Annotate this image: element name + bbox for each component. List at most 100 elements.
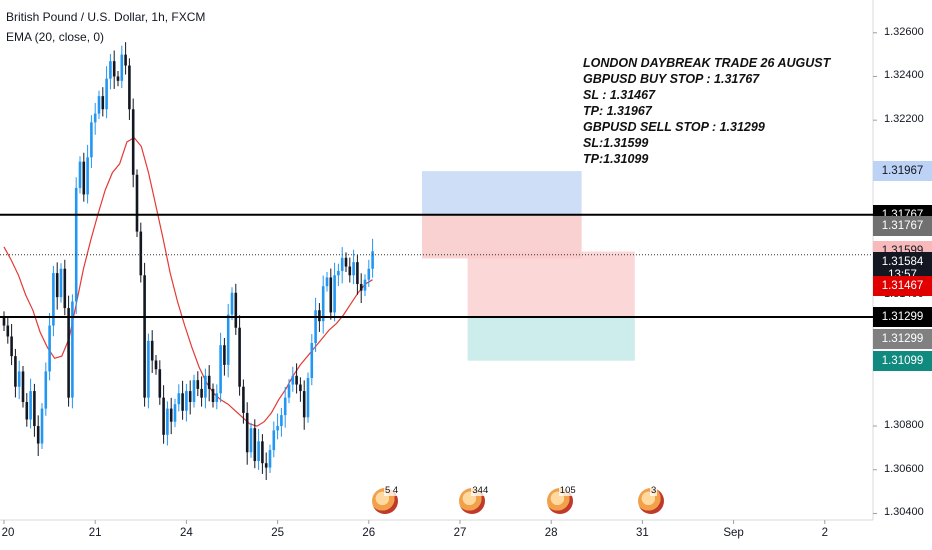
candle-body (120, 54, 124, 81)
buy-target-zone (422, 171, 582, 215)
candle-body (242, 386, 245, 413)
candle-body (299, 384, 302, 392)
candle-body (283, 397, 287, 416)
price-tag: 1.31299 (873, 307, 932, 328)
candle-body (86, 157, 89, 195)
candle-body (321, 286, 325, 322)
candle-body (135, 174, 139, 232)
event-marker[interactable]: 344 (457, 485, 490, 514)
candle-body (150, 340, 154, 361)
note-line: SL:1.31599 (583, 136, 649, 150)
candle-body (356, 262, 359, 285)
buy-stop-zone (422, 214, 582, 259)
ema-path (3, 136, 373, 427)
candle-body (21, 371, 25, 403)
candle-body (82, 161, 86, 195)
candle-body (147, 340, 150, 398)
candle-body (173, 404, 177, 422)
candle-body (143, 275, 146, 398)
candle-body (181, 393, 184, 411)
note-line: TP: 1.31967 (583, 104, 652, 118)
candle-body (162, 397, 165, 435)
candle-body (74, 187, 78, 302)
event-count: 105 (558, 485, 577, 496)
ema-legend: EMA (20, close, 0) (6, 30, 105, 44)
x-tick-label: 21 (88, 527, 102, 539)
y-tick-label: 1.32200 (884, 113, 924, 126)
candle-body (272, 430, 276, 451)
candle-body (230, 292, 234, 315)
candle-body (48, 325, 51, 372)
event-count: 5 4 (384, 485, 400, 496)
candle-body (314, 310, 317, 344)
candle-body (333, 275, 336, 313)
candles (2, 42, 374, 481)
candle-body (6, 325, 10, 337)
candle-body (97, 96, 101, 114)
candle-body (249, 428, 253, 453)
candle-body (253, 428, 257, 462)
candle-body (295, 375, 298, 385)
candle-body (268, 450, 272, 468)
candle-body (36, 426, 40, 444)
x-tick-label: 20 (1, 527, 15, 539)
candle-body (329, 277, 333, 313)
candle-body (25, 402, 29, 420)
x-tick-label: 24 (179, 527, 193, 539)
candle-body (59, 268, 63, 298)
price-tag: 1.31467 (873, 275, 932, 296)
candle-body (139, 231, 143, 276)
candle-body (211, 388, 215, 403)
candle-body (215, 393, 219, 403)
candle-body (185, 391, 188, 411)
event-marker[interactable]: 5 4 (370, 485, 402, 514)
x-tick-label: 26 (362, 527, 376, 539)
note-line: SL : 1.31467 (583, 88, 656, 102)
candle-body (352, 262, 355, 276)
candle-body (124, 54, 127, 66)
price-tag: 1.31299 (873, 328, 932, 349)
note-line: GBPUSD BUY STOP : 1.31767 (583, 72, 760, 86)
note-line: GBPUSD SELL STOP : 1.31299 (583, 120, 765, 134)
candle-body (105, 78, 108, 110)
candle-body (196, 380, 200, 389)
candle-body (55, 273, 59, 298)
candle-body (371, 251, 374, 269)
event-marker[interactable]: 105 (545, 485, 577, 514)
candle-body (264, 463, 268, 468)
candle-body (340, 257, 344, 271)
y-tick-label: 1.32400 (884, 69, 924, 82)
position-zones (422, 171, 635, 361)
candle-body (109, 61, 112, 79)
x-tick-label: 2 (821, 527, 828, 539)
note-line: TP:1.31099 (583, 152, 649, 166)
candle-body (234, 292, 238, 328)
candle-body (166, 408, 169, 435)
candle-body (287, 384, 291, 398)
candle-body (52, 273, 55, 326)
price-tag: 1.31767 (873, 215, 932, 236)
candle-body (128, 65, 131, 110)
x-tick-label: 28 (544, 527, 558, 539)
candle-body (116, 76, 120, 81)
candle-body (204, 375, 207, 398)
candle-body (245, 412, 249, 453)
candle-body (276, 426, 279, 431)
horizontal-lines (0, 213, 873, 319)
x-tick-label: 31 (635, 527, 649, 539)
event-marker[interactable]: 3 (636, 485, 668, 514)
candle-body (17, 371, 21, 387)
x-tick-label: 25 (271, 527, 284, 539)
candle-body (63, 268, 67, 309)
candle-body (257, 441, 260, 462)
candle-body (112, 61, 116, 77)
y-tick-label: 1.32600 (884, 25, 924, 38)
candle-body (200, 388, 203, 398)
candle-body (169, 408, 173, 422)
candle-body (40, 408, 44, 444)
candle-body (188, 391, 192, 403)
candle-body (177, 393, 181, 405)
candle-body (318, 310, 321, 322)
sell-target-zone (467, 317, 635, 361)
